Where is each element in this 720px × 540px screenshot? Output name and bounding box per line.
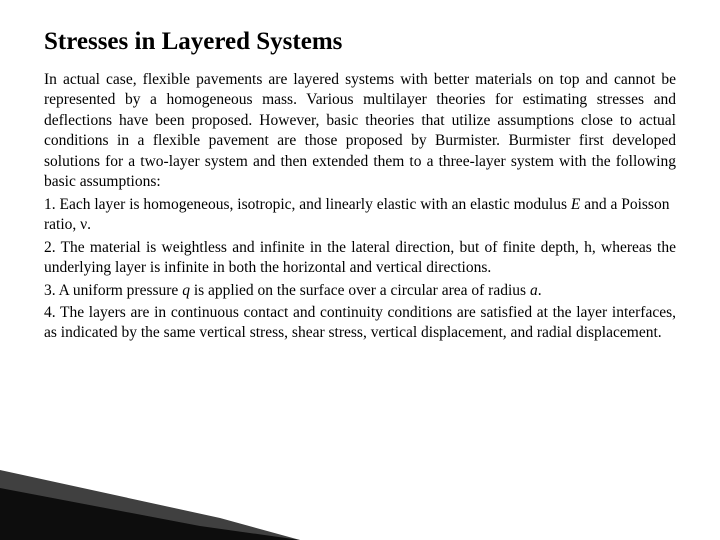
assumption-1-text-a: 1. Each layer is homogeneous, isotropic,…: [44, 196, 571, 213]
slide-title: Stresses in Layered Systems: [44, 28, 676, 56]
corner-wedge-top: [0, 470, 300, 540]
assumption-1: 1. Each layer is homogeneous, isotropic,…: [44, 195, 676, 236]
slide-body: In actual case, flexible pavements are l…: [44, 70, 676, 344]
slide: Stresses in Layered Systems In actual ca…: [0, 0, 720, 540]
variable-e: E: [571, 196, 580, 213]
corner-decoration: [0, 470, 300, 540]
assumption-4: 4. The layers are in continuous contact …: [44, 303, 676, 344]
variable-q: q: [182, 282, 190, 299]
variable-a: a: [530, 282, 538, 299]
assumption-3-text-b: is applied on the surface over a circula…: [190, 282, 530, 299]
assumption-3: 3. A uniform pressure q is applied on th…: [44, 281, 676, 301]
assumption-2: 2. The material is weightless and infini…: [44, 238, 676, 279]
corner-wedge-bottom: [0, 488, 300, 540]
assumption-3-text-a: 3. A uniform pressure: [44, 282, 182, 299]
assumption-3-text-c: .: [538, 282, 542, 299]
intro-paragraph: In actual case, flexible pavements are l…: [44, 70, 676, 193]
